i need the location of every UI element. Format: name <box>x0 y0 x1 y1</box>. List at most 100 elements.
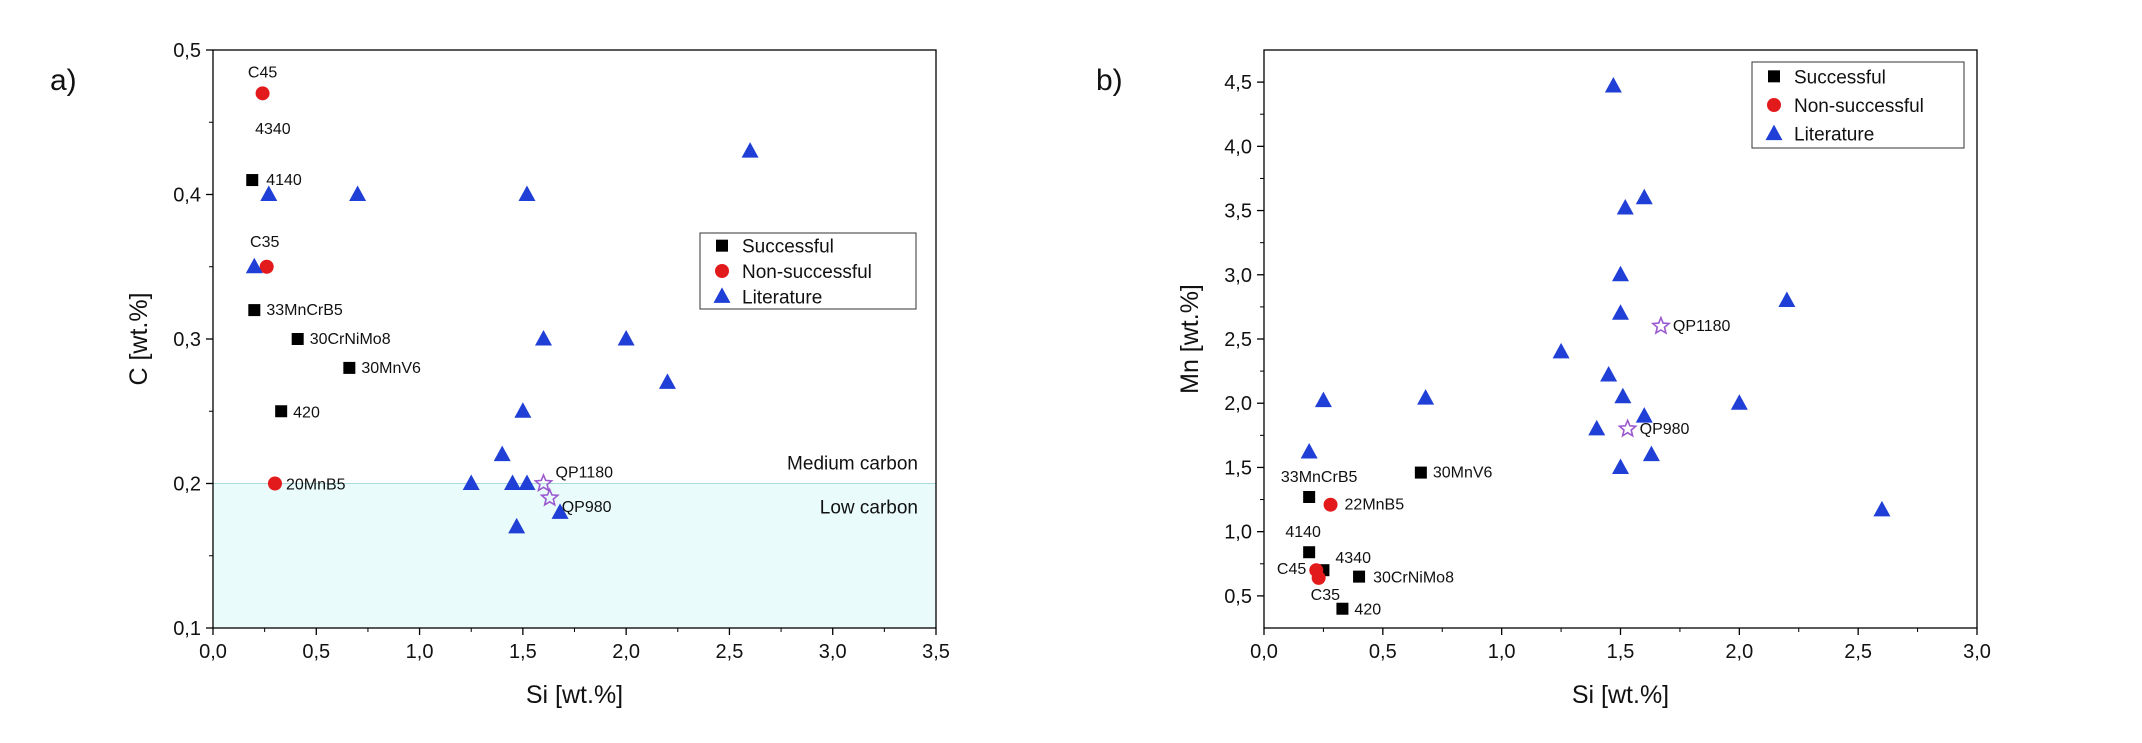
x-tick-label: 0,5 <box>302 641 330 663</box>
data-point-triangle <box>260 185 278 201</box>
legend-marker-square <box>716 239 728 252</box>
x-tick-label: 0,5 <box>1369 641 1397 663</box>
data-point-circle <box>1323 497 1338 512</box>
y-tick-label: 0,2 <box>173 474 201 496</box>
data-point-triangle <box>1600 365 1618 382</box>
y-tick-label: 3,5 <box>1224 201 1252 223</box>
chart-panel-a: Medium carbon Low carbon 0,0 0,5 1,0 1,5 2,0 2,… <box>50 40 950 709</box>
series-non-successful: C45 C35 20MnB5 <box>248 64 346 493</box>
data-point-star <box>1617 418 1638 438</box>
data-point-triangle <box>462 474 480 490</box>
data-point-triangle <box>1635 407 1653 423</box>
legend-label: Literature <box>742 287 822 308</box>
x-tick-label: 0,0 <box>1250 641 1278 663</box>
y-tick-label: 4,0 <box>1224 136 1252 158</box>
series-literature <box>1300 76 1891 517</box>
legend-label: Successful <box>1794 67 1886 88</box>
data-point-square <box>248 304 261 317</box>
legend-marker-circle <box>1767 98 1781 112</box>
point-label: QP1180 <box>556 465 614 482</box>
panel-label: a) <box>50 64 77 97</box>
legend-marker-triangle <box>713 287 731 303</box>
x-tick-label: 1,5 <box>509 641 537 663</box>
data-point-triangle <box>1612 265 1629 282</box>
data-point-square <box>1353 570 1366 583</box>
x-tick-label: 1,0 <box>1488 641 1516 663</box>
data-point-square <box>275 405 288 418</box>
x-tick-label: 2,5 <box>716 641 744 663</box>
legend: Successful Non-successful Literature <box>1751 61 1965 149</box>
data-point-square <box>1303 490 1316 503</box>
data-point-triangle <box>741 142 759 158</box>
x-tick-label: 3,0 <box>1963 641 1991 663</box>
panel-label: b) <box>1096 64 1123 97</box>
x-tick-label: 0,0 <box>199 641 227 663</box>
data-point-circle <box>267 476 282 491</box>
point-label: 4340 <box>255 121 291 138</box>
point-label: 22MnB5 <box>1345 497 1405 514</box>
data-point-square <box>1303 546 1316 559</box>
y-tick-label: 0,5 <box>173 40 201 62</box>
x-tick-label: 2,0 <box>612 641 640 663</box>
series-literature <box>245 142 759 534</box>
legend-box <box>699 232 917 310</box>
x-tick-label: 3,5 <box>922 641 950 663</box>
data-point-triangle <box>1604 76 1622 93</box>
data-point-triangle <box>1612 458 1629 474</box>
x-axis-label: Si [wt.%] <box>1572 681 1669 709</box>
point-label: QP980 <box>1640 421 1690 438</box>
x-tick-label: 1,0 <box>406 641 434 663</box>
x-tick-label: 2,5 <box>1844 641 1872 663</box>
point-label: C35 <box>1311 587 1340 604</box>
y-tick-label: 3,0 <box>1224 265 1252 287</box>
point-label: 4140 <box>1285 524 1321 541</box>
data-point-triangle <box>1612 304 1629 320</box>
data-point-triangle <box>1873 500 1891 517</box>
data-point-triangle <box>493 445 511 462</box>
y-tick-label: 0,3 <box>173 329 201 351</box>
point-label: 33MnCrB5 <box>266 302 343 319</box>
point-label: 4140 <box>266 172 302 189</box>
x-tick-label: 1,5 <box>1607 641 1635 663</box>
data-point-square <box>1336 602 1349 615</box>
legend-box <box>1751 61 1965 149</box>
point-label: 30MnV6 <box>1433 465 1493 482</box>
data-point-circle <box>259 259 274 274</box>
legend-marker-square <box>1768 70 1780 83</box>
data-point-circle <box>255 86 270 101</box>
y-tick-label: 2,0 <box>1224 393 1252 415</box>
legend: Successful Non-successful Literature <box>699 232 917 310</box>
y-tick-label: 2,5 <box>1224 329 1252 351</box>
data-point-triangle <box>617 330 635 346</box>
point-label: C35 <box>250 234 279 251</box>
data-point-triangle <box>1552 342 1570 359</box>
data-point-square <box>1414 466 1427 479</box>
y-tick-label: 0,5 <box>1224 586 1252 608</box>
point-label: 20MnB5 <box>286 477 346 494</box>
series-non-successful: 22MnB5 C45 C35 <box>1277 497 1404 604</box>
y-tick-label: 1,5 <box>1224 457 1252 479</box>
medium-carbon-label: Medium carbon <box>787 454 918 475</box>
point-label: 30CrNiMo8 <box>310 331 391 348</box>
low-carbon-region <box>213 483 936 628</box>
data-point-triangle <box>1642 445 1660 462</box>
legend-label: Non-successful <box>1794 96 1924 117</box>
data-point-triangle <box>1730 394 1748 410</box>
y-tick-label: 4,5 <box>1224 72 1252 94</box>
y-tick-label: 1,0 <box>1224 522 1252 544</box>
data-point-triangle <box>504 474 522 490</box>
point-label: 30CrNiMo8 <box>1373 570 1454 587</box>
data-point-triangle <box>508 517 526 534</box>
data-point-triangle <box>535 330 553 346</box>
chart-panel-b: 0,0 0,5 1,0 1,5 2,0 2,5 3,0 0,5 1,0 1,5 2,0 2,5 3,0 3… <box>1096 49 1991 709</box>
data-point-triangle <box>1588 419 1606 436</box>
legend-marker-circle <box>715 264 729 278</box>
data-point-star <box>539 487 560 507</box>
data-point-star <box>1650 315 1672 335</box>
data-point-triangle <box>1778 291 1796 307</box>
series-qp: QP1180 QP980 <box>1617 315 1731 438</box>
data-point-star <box>533 472 554 493</box>
x-tick-label: 3,0 <box>819 641 847 663</box>
